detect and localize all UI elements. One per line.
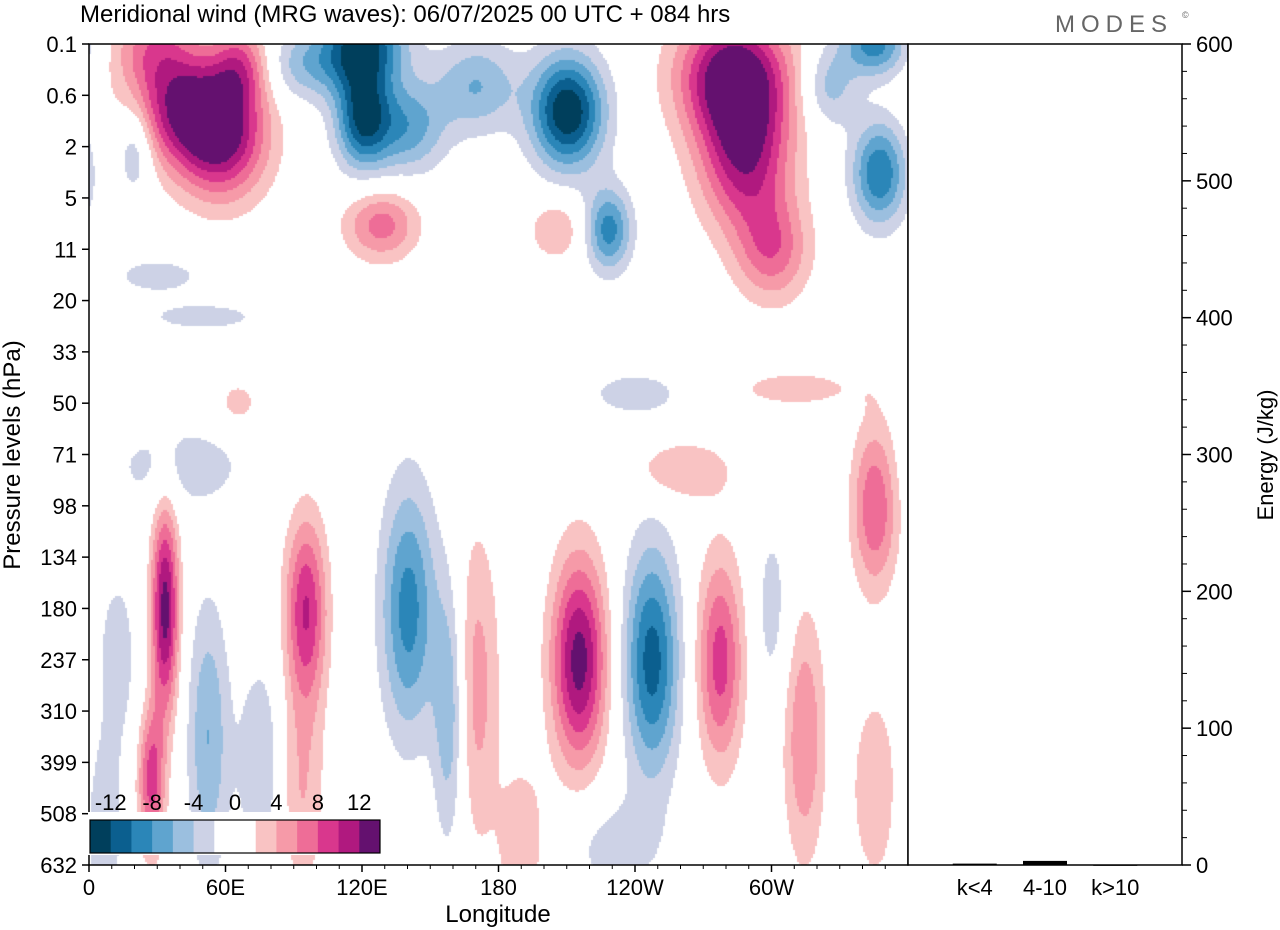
pressure-axis: 0.1 0.6 2 5 11 20 33 50 71 98 134 180 237 310 399 508 63… [40, 32, 89, 878]
y-tick-label: 71 [53, 443, 77, 468]
colorbar-label: 8 [312, 790, 324, 815]
y-tick-label: 0.1 [46, 32, 77, 57]
y-tick-label: 180 [40, 596, 77, 621]
y-tick-label: 50 [53, 391, 77, 416]
chart-title: Meridional wind (MRG waves): 06/07/2025 … [80, 1, 730, 28]
energy-tick-label: 600 [1196, 32, 1233, 57]
energy-tick-label: 100 [1196, 716, 1233, 741]
y-tick-label: 134 [40, 545, 77, 570]
y-tick-label: 33 [53, 340, 77, 365]
energy-axis: 0 100 200 300 400 500 600 k<4 4-10 k>10 [957, 32, 1233, 900]
colorbar-label: -12 [95, 790, 127, 815]
colorbar-swatch [255, 820, 277, 853]
y-axis-label: Pressure levels (hPa) [0, 340, 26, 569]
y-tick-label: 508 [40, 802, 77, 827]
colorbar-swatch [152, 820, 174, 853]
energy-tick-label: 500 [1196, 169, 1233, 194]
colorbar-swatch [338, 820, 360, 853]
energy-bar [1093, 865, 1138, 866]
colorbar-swatch [172, 820, 195, 853]
longitude-axis: 0 60E 120E 180 120W 60W [83, 865, 886, 900]
energy-panel: 0 100 200 300 400 500 600 k<4 4-10 k>10 Energy (J… [907, 32, 1278, 900]
energy-category-label: k>10 [1091, 875, 1139, 900]
colorbar-label: 0 [229, 790, 241, 815]
colorbar-swatch [110, 820, 132, 853]
x-tick-label: 120W [606, 875, 664, 900]
colorbar-swatch [214, 820, 236, 853]
colorbar-swatch [90, 820, 112, 853]
y-tick-label: 237 [40, 648, 77, 673]
y-tick-label: 310 [40, 699, 77, 724]
y-tick-label: 632 [40, 853, 77, 878]
colorbar-frame [89, 819, 381, 854]
wind-field-heatmap [89, 44, 908, 865]
x-tick-label: 180 [480, 875, 517, 900]
y-tick-label: 2 [65, 135, 77, 160]
heatmap-canvas-wrapper [89, 44, 908, 865]
colorbar-swatch [131, 820, 153, 853]
y-tick-label: 0.6 [46, 83, 77, 108]
logo-text: MODES [1055, 11, 1173, 38]
x-tick-label: 0 [83, 875, 95, 900]
colorbar: -12 -8 -4 0 4 8 12 [88, 790, 382, 855]
colorbar-swatch [193, 820, 215, 853]
energy-category-label: 4-10 [1023, 875, 1067, 900]
energy-bar [952, 863, 997, 865]
y-tick-label: 399 [40, 750, 77, 775]
energy-category-label: k<4 [957, 875, 993, 900]
x-tick-label: 120E [336, 875, 387, 900]
colorbar-swatch [235, 820, 257, 853]
colorbar-swatch [317, 820, 340, 853]
x-tick-label: 60E [206, 875, 245, 900]
y-tick-label: 11 [54, 237, 77, 262]
y-tick-label: 20 [53, 289, 77, 314]
energy-bars [952, 860, 1138, 866]
x-tick-label: 60W [749, 875, 794, 900]
colorbar-label: -8 [142, 790, 162, 815]
colorbar-label: 12 [347, 790, 371, 815]
heatmap-panel: 0 60E 120E 180 120W 60W 0.1 0.6 2 5 11 20 33 50 71 98 1… [0, 32, 909, 928]
energy-bar [1023, 860, 1067, 865]
colorbar-swatch [359, 820, 381, 853]
energy-tick-label: 300 [1196, 443, 1233, 468]
energy-tick-label: 0 [1196, 853, 1208, 878]
energy-frame [907, 43, 1183, 866]
logo-mark: © [1182, 10, 1189, 20]
colorbar-label: -4 [184, 790, 204, 815]
x-axis-label: Longitude [445, 901, 550, 928]
energy-tick-label: 200 [1196, 579, 1233, 604]
y-tick-label: 5 [65, 186, 77, 211]
colorbar-swatch [297, 820, 319, 853]
colorbar-label: 4 [270, 790, 282, 815]
colorbar-swatch [276, 820, 298, 853]
energy-axis-label: Energy (J/kg) [1253, 390, 1278, 521]
energy-tick-label: 400 [1196, 306, 1233, 331]
y-tick-label: 98 [53, 494, 77, 519]
modes-logo: MODES © [1055, 10, 1189, 38]
